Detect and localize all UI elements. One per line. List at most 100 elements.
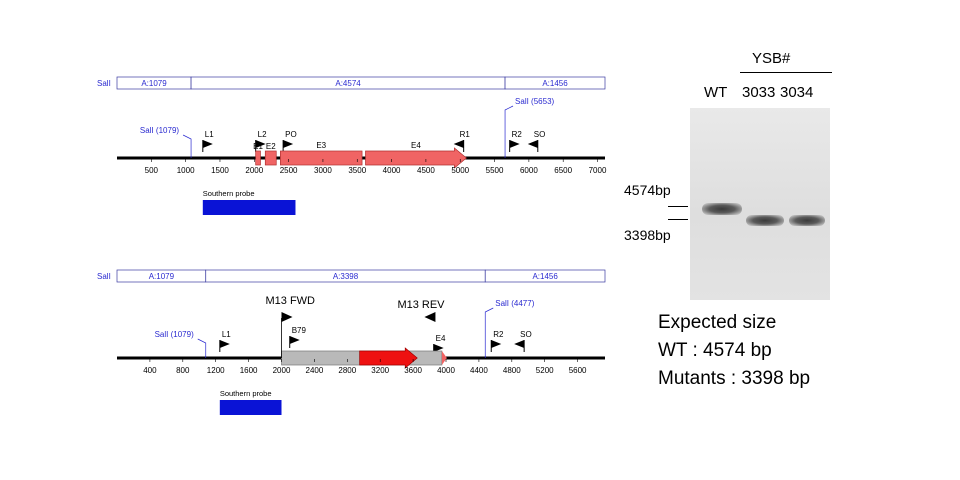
primer-fwd-label: M13 FWD [266,295,316,307]
lane-label-wt: WT [704,84,728,101]
feature-r1-arrow [453,140,464,148]
feature-r2-arrow [509,140,520,148]
axis-label-2500: 2500 [280,166,298,175]
feature-e4-arrow [433,344,444,352]
segment-label-1: A:1079 [141,79,167,88]
axis-label-4800: 4800 [503,366,521,375]
primer-rev-arrow [424,312,436,322]
segment-label-3: A:1456 [532,272,558,281]
segment-3 [484,269,606,283]
site-right-leader [504,105,514,158]
feature-label-po: PO [285,130,297,139]
feature-label-e4: E4 [436,334,446,343]
axis-label-4000: 4000 [383,166,401,175]
expected-wt: WT : 4574 bp [658,340,772,361]
axis-label-5200: 5200 [536,366,554,375]
axis-label-3600: 3600 [404,366,422,375]
axis-label-800: 800 [176,366,190,375]
feature-label-l1: L1 [205,130,214,139]
exon-label-e2: E2 [266,142,276,151]
site-left-label: SalI (1079) [140,126,179,135]
marker-line-4574 [668,206,688,207]
segment-label-2: A:3398 [333,272,359,281]
axis-label-5600: 5600 [569,366,587,375]
exon-e4-stub [441,351,447,365]
axis-label-2000: 2000 [273,366,291,375]
probe-label: Southern probe [220,389,272,398]
primer-rev-label: M13 REV [397,299,445,311]
axis-label-4400: 4400 [470,366,488,375]
southern-probe [202,200,296,215]
axis-label-5500: 5500 [486,166,504,175]
feature-label-l2: L2 [258,130,267,139]
axis-label-1000: 1000 [177,166,195,175]
band-wt [702,203,742,215]
probe-label: Southern probe [203,189,255,198]
feature-label-r2: R2 [512,130,523,139]
site-right-label: SalI (5653) [515,97,554,106]
lane-label-3033: 3033 [742,84,776,101]
exon-label-e3: E3 [316,141,326,150]
axis-label-3000: 3000 [314,166,332,175]
feature-so-arrow [514,340,525,348]
axis-label-2400: 2400 [306,366,324,375]
feature-po-arrow [283,140,294,148]
enzyme-label: SalI [97,272,111,281]
segment-3 [504,76,606,90]
site-left-leader [182,134,192,158]
enzyme-label: SalI [97,79,111,88]
site-left-leader [197,338,207,358]
axis-label-7000: 7000 [589,166,607,175]
axis-label-2800: 2800 [338,366,356,375]
exon-label-e1: E1 [253,142,263,151]
gene-maps: SalI A:1079 A:4574 A:1456 SalI (1079) SalI (5… [97,76,607,415]
axis-label-400: 400 [143,366,157,375]
axis-label-4000: 4000 [437,366,455,375]
feature-label-r1: R1 [460,130,471,139]
marker-line-3398 [668,219,688,220]
exon-e1 [255,150,261,166]
southern-probe [219,400,282,415]
axis-label-4500: 4500 [417,166,435,175]
segment-label-3: A:1456 [542,79,568,88]
exon-e3 [280,150,363,166]
band-3033 [746,215,784,226]
gel-group-label: YSB# [752,50,791,67]
axis-label-3500: 3500 [348,166,366,175]
primer-fwd-arrow [281,312,293,322]
site-left-label: SalI (1079) [155,330,194,339]
axis-label-6500: 6500 [554,166,572,175]
marker-label-4574: 4574bp [624,182,671,198]
axis-label-500: 500 [145,166,159,175]
feature-so-arrow [527,140,538,148]
axis-label-6000: 6000 [520,166,538,175]
feature-label-r2: R2 [493,330,504,339]
feature-r2-arrow [491,340,502,348]
expected-title: Expected size [658,312,777,333]
axis-label-1200: 1200 [207,366,225,375]
feature-l2-arrow [255,140,266,148]
gel-image [690,108,830,300]
mutant-map: SalI A:1079 A:3398 A:1456 SalI (1079) SalI (4… [97,269,606,415]
lane-label-3034: 3034 [780,84,814,101]
segment-label-2: A:4574 [335,79,361,88]
feature-l1-arrow [219,340,230,348]
exon-e2 [264,150,277,166]
site-right-leader [484,307,494,358]
wild-type-map: SalI A:1079 A:4574 A:1456 SalI (1079) SalI (5… [97,76,607,215]
feature-label-l1: L1 [222,330,231,339]
axis-label-1500: 1500 [211,166,229,175]
marker-label-3398: 3398bp [624,227,671,243]
feature-l1-arrow [202,140,213,148]
axis-label-5000: 5000 [451,166,469,175]
band-3034 [789,215,825,226]
segment-label-1: A:1079 [149,272,175,281]
axis-label-1600: 1600 [240,366,258,375]
feature-label-b79: B79 [292,326,307,335]
feature-label-so: SO [520,330,532,339]
axis-label-2000: 2000 [245,166,263,175]
expected-mutants: Mutants : 3398 bp [658,368,811,389]
group-underline [740,72,832,73]
exon-e4 [365,147,467,169]
exon-label-e4: E4 [411,141,421,150]
